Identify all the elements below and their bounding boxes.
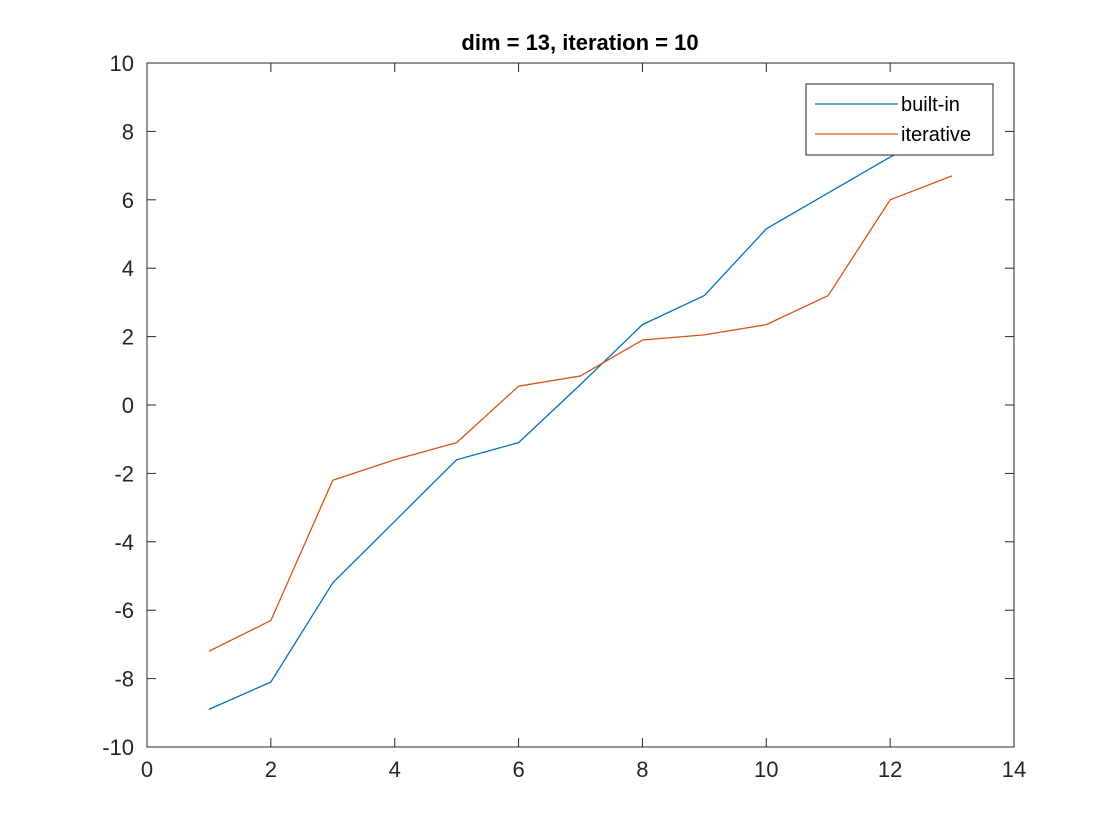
- legend-label-built-in: built-in: [901, 94, 960, 116]
- y-tick-label: -6: [114, 598, 134, 623]
- x-tick-label: 14: [1002, 757, 1026, 782]
- x-tick-label: 2: [265, 757, 277, 782]
- y-tick-label: 0: [122, 393, 134, 418]
- y-tick-label: 4: [122, 256, 134, 281]
- y-tick-label: -8: [114, 667, 134, 692]
- ticks-layer: 0 2 4 6 8 10 12 14 -10 -8 -6 -4 -2 0 2 4 6 8 10: [102, 51, 1026, 782]
- series-line-iterative: [208, 175, 953, 652]
- legend-label-iterative: iterative: [901, 124, 971, 146]
- chart-title: dim = 13, iteration = 10: [461, 30, 698, 55]
- x-tick-label: 4: [389, 757, 401, 782]
- y-tick-label: 6: [122, 188, 134, 213]
- y-tick-label: -2: [114, 461, 134, 486]
- y-tick-label: 10: [110, 51, 134, 76]
- x-tick-label: 0: [141, 757, 153, 782]
- plot-area: [147, 63, 1014, 747]
- y-tick-label: -4: [114, 530, 134, 555]
- series-layer: [208, 123, 953, 710]
- legend: built-in iterative: [805, 83, 994, 156]
- x-tick-label: 10: [754, 757, 778, 782]
- y-tick-label: 2: [122, 325, 134, 350]
- x-tick-label: 6: [512, 757, 524, 782]
- legend-box: [805, 83, 994, 156]
- y-tick-label: 8: [122, 119, 134, 144]
- x-tick-label: 8: [636, 757, 648, 782]
- y-tick-label: -10: [102, 735, 134, 760]
- series-line-built-in: [208, 123, 953, 710]
- x-tick-label: 12: [878, 757, 902, 782]
